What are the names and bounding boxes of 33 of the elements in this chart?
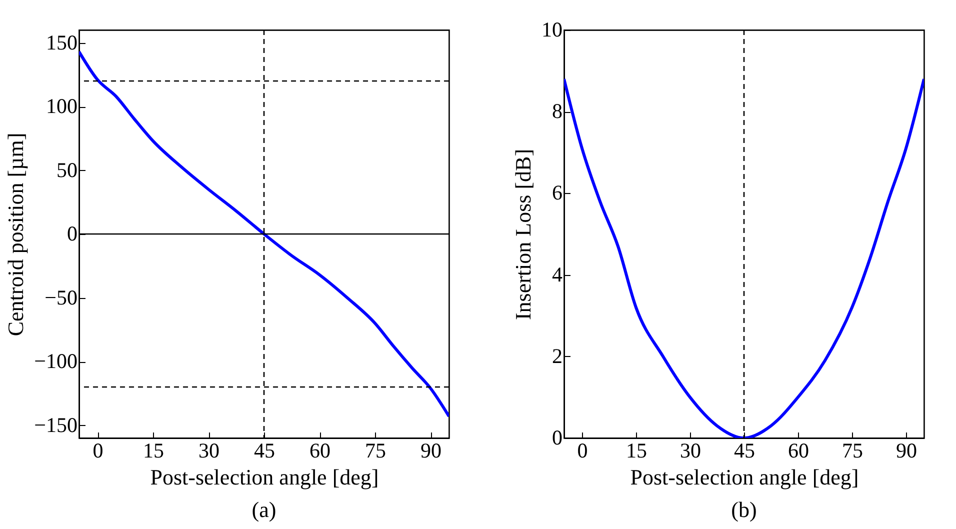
y-tick-label: 10: [542, 18, 562, 42]
x-tick-label: 30: [198, 438, 220, 462]
x-tick-label: 75: [365, 438, 386, 462]
x-tick-label: 15: [143, 438, 164, 462]
y-tick-label: 0: [67, 222, 78, 246]
x-axis-title: Post-selection angle [deg]: [630, 464, 859, 490]
x-tick-label: 75: [842, 438, 863, 462]
y-tick-label: 50: [56, 158, 78, 182]
y-tick-label: 8: [552, 99, 562, 124]
y-tick-label: 100: [46, 94, 78, 118]
y-tick-label: −50: [44, 285, 78, 310]
x-tick-label: 45: [254, 438, 275, 462]
x-tick-label: 30: [680, 438, 701, 462]
x-tick-label: 0: [92, 438, 104, 462]
x-tick-label: 60: [310, 438, 330, 462]
text: (b): [731, 497, 757, 522]
y-tick-label: 4: [552, 262, 563, 286]
x-tick-label: 60: [788, 438, 809, 462]
x-tick-label: 90: [896, 438, 917, 462]
line-series: [79, 50, 449, 418]
x-tick-label: 45: [734, 438, 755, 462]
y-axis-title: Insertion Loss [dB]: [510, 148, 536, 320]
x-tick-label: 15: [626, 438, 647, 462]
x-axis-title: Post-selection angle [deg]: [150, 464, 379, 490]
y-tick-label: −150: [34, 412, 78, 437]
y-tick-label: 6: [552, 180, 562, 205]
text: (a): [252, 497, 276, 522]
x-tick-label: 90: [420, 438, 442, 462]
y-tick-label: 150: [46, 30, 78, 54]
y-tick-label: 2: [552, 344, 562, 368]
x-tick-label: 0: [577, 438, 588, 462]
y-axis-title: Centroid position [µm]: [3, 132, 28, 336]
y-tick-label: −100: [34, 349, 78, 373]
